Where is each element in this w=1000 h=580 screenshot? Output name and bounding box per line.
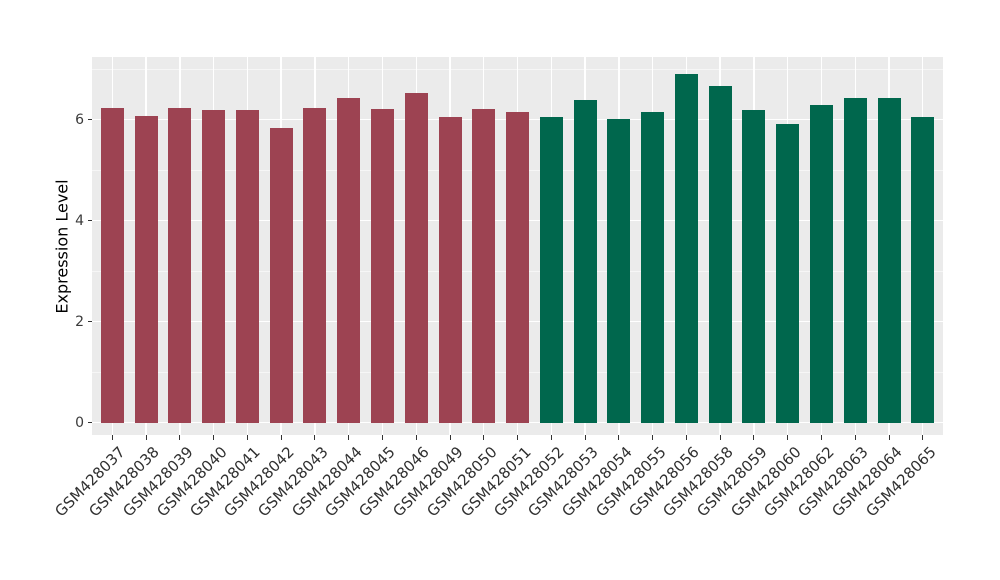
bar [370, 109, 394, 423]
bar [911, 116, 935, 423]
x-tick-mark [314, 435, 316, 440]
x-tick-mark [449, 435, 451, 440]
bar [438, 116, 462, 423]
x-tick-mark [213, 435, 215, 440]
bar [134, 115, 158, 423]
y-tick-label: 2 [75, 313, 84, 330]
bar [573, 99, 597, 423]
bar [674, 74, 698, 423]
x-tick-mark [753, 435, 755, 440]
y-tick-label: 6 [75, 111, 84, 128]
x-tick-mark [719, 435, 721, 440]
y-axis-title-text: Expression Level [52, 178, 72, 314]
bar [607, 118, 631, 423]
y-tick-label: 0 [75, 414, 84, 431]
x-tick-mark [922, 435, 924, 440]
x-tick-mark [550, 435, 552, 440]
bar [539, 116, 563, 423]
bar [168, 107, 192, 423]
bar [843, 98, 867, 423]
x-tick-mark [415, 435, 417, 440]
x-tick-mark [820, 435, 822, 440]
x-tick-mark [652, 435, 654, 440]
x-tick-mark [787, 435, 789, 440]
y-tick-mark [87, 422, 92, 423]
x-tick-mark [888, 435, 890, 440]
y-tick-mark [87, 220, 92, 221]
y-tick-mark [87, 119, 92, 120]
bar [641, 112, 665, 423]
x-tick-mark [517, 435, 519, 440]
x-tick-mark [179, 435, 181, 440]
bar [303, 107, 327, 423]
bar [776, 124, 800, 423]
x-tick-mark [280, 435, 282, 440]
x-tick-mark [618, 435, 620, 440]
bar [809, 104, 833, 423]
x-tick-mark [483, 435, 485, 440]
x-tick-mark [584, 435, 586, 440]
bar [708, 85, 732, 423]
y-tick-mark [87, 321, 92, 322]
bar [269, 128, 293, 423]
bar [404, 92, 428, 423]
x-tick-mark [685, 435, 687, 440]
x-tick-mark [145, 435, 147, 440]
x-tick-mark [854, 435, 856, 440]
x-tick-mark [246, 435, 248, 440]
bar [100, 108, 124, 423]
plot-panel [92, 57, 943, 435]
y-tick-label: 4 [75, 212, 84, 229]
x-tick-mark [111, 435, 113, 440]
bar [337, 97, 361, 423]
bar [202, 109, 226, 423]
x-tick-mark [348, 435, 350, 440]
bar [472, 108, 496, 423]
bar [235, 109, 259, 423]
bar [877, 97, 901, 423]
x-tick-mark [381, 435, 383, 440]
bar [742, 109, 766, 423]
bar [506, 112, 530, 423]
